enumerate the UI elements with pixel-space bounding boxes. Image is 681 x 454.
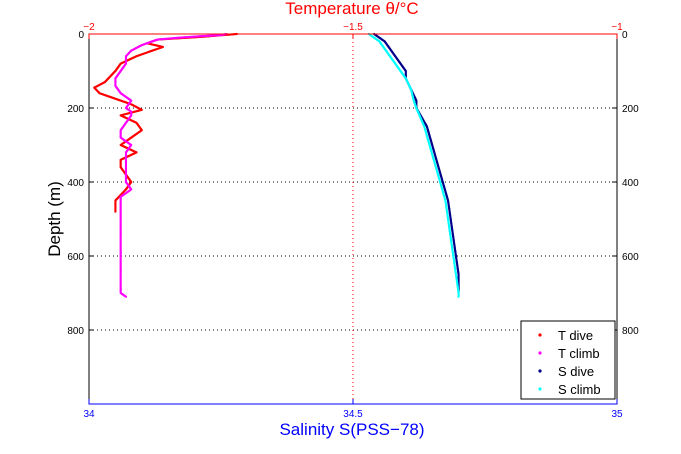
legend-label: S climb (558, 382, 601, 397)
y-tick-label-right: 0 (622, 30, 628, 41)
series-s-climb (367, 32, 460, 298)
data-point (457, 295, 460, 298)
legend-marker (538, 369, 542, 373)
legend-marker (538, 333, 542, 337)
data-point (114, 210, 117, 213)
y-tick-label-left: 600 (67, 252, 84, 263)
legend: T dive T climb S dive S climb (520, 320, 616, 400)
y-tick-label-right: 200 (622, 104, 639, 115)
y-tick-label-right: 600 (622, 252, 639, 263)
y-tick-label-left: 200 (67, 104, 84, 115)
top-tick-label: −2 (83, 22, 95, 33)
series-layer (93, 32, 460, 298)
y-axis-title: Depth (m) (45, 181, 64, 257)
bottom-tick-label: 35 (611, 409, 623, 420)
bottom-axis-title: Salinity S(PSS−78) (279, 420, 424, 439)
legend-marker (538, 351, 542, 355)
top-axis-title: Temperature θ/°C (285, 0, 418, 18)
top-tick-label: −1 (611, 22, 623, 33)
y-tick-label-right: 400 (622, 178, 639, 189)
legend-label: S dive (558, 364, 594, 379)
data-point (124, 295, 128, 298)
grid (89, 34, 617, 404)
y-tick-label-left: 0 (78, 30, 84, 41)
y-tick-label-left: 800 (67, 326, 84, 337)
y-tick-label-right: 800 (622, 326, 639, 337)
axes: 0 0 200 200 400 400 600 600 800 800 −2 −1.5 −1 34 34.5… (67, 22, 639, 420)
legend-box (520, 320, 616, 400)
legend-label: T dive (558, 328, 593, 343)
bottom-tick-label: 34.5 (343, 409, 363, 420)
legend-label: T climb (558, 346, 600, 361)
top-tick-label: −1.5 (343, 22, 363, 33)
legend-marker (538, 387, 542, 391)
bottom-tick-label: 34 (83, 409, 95, 420)
series-t-climb (114, 32, 228, 298)
y-tick-label-left: 400 (67, 178, 84, 189)
